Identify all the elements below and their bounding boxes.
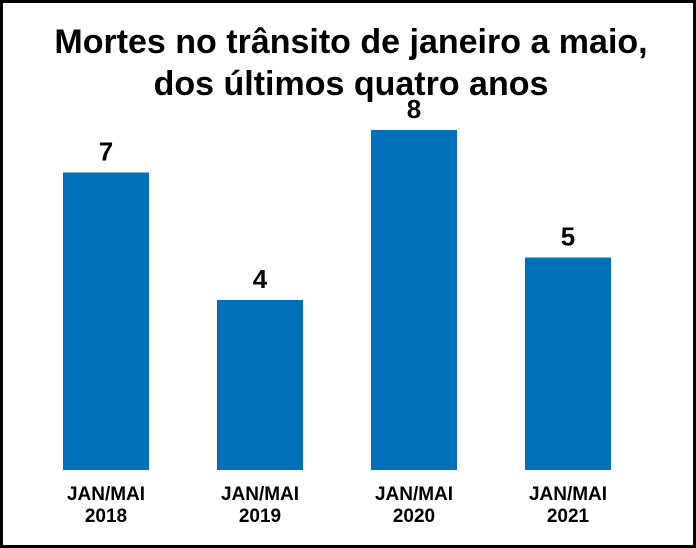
chart-title-line-1: Mortes no trânsito de janeiro a maio,: [54, 23, 648, 61]
category-label-1-line-1: JAN/MAI: [221, 484, 299, 505]
bar-3: [525, 257, 611, 470]
data-label-3: 5: [561, 222, 575, 252]
category-label-3-line-1: JAN/MAI: [529, 484, 607, 505]
data-label-1: 4: [253, 264, 268, 294]
data-label-0: 7: [99, 137, 113, 167]
category-label-1-line-2: 2019: [239, 506, 281, 527]
bar-2: [371, 130, 457, 470]
category-label-0-line-1: JAN/MAI: [67, 484, 145, 505]
category-label-2-line-1: JAN/MAI: [375, 484, 453, 505]
category-label-0-line-2: 2018: [85, 506, 127, 527]
chart-title: Mortes no trânsito de janeiro a maio, do…: [3, 21, 696, 105]
category-label-2-line-2: 2020: [393, 506, 435, 527]
bar-1: [217, 300, 303, 470]
chart-title-line-2: dos últimos quatro anos: [153, 65, 549, 103]
bar-0: [63, 172, 149, 470]
data-label-2: 8: [407, 94, 421, 124]
category-label-3-line-2: 2021: [547, 506, 590, 527]
